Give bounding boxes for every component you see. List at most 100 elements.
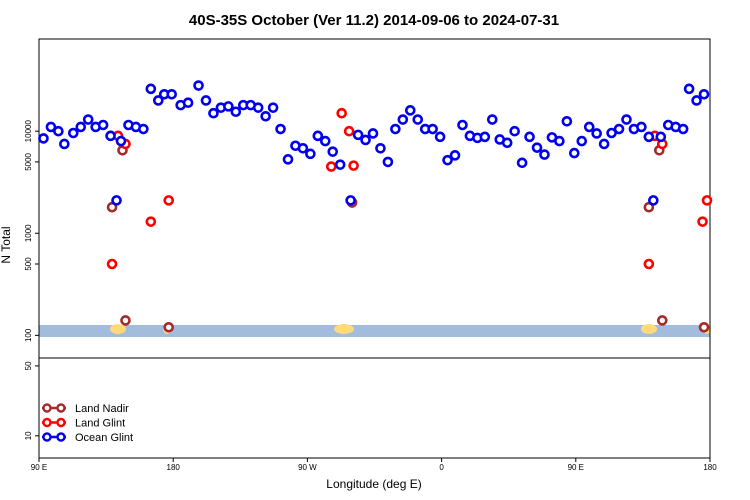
x-tick-label: 0: [439, 463, 444, 472]
ocean-glint-point: [569, 147, 580, 159]
x-tick-label: 90 W: [298, 463, 317, 472]
ocean-glint-point: [223, 101, 234, 112]
legend: Land Nadir Land Glint Ocean Glint: [42, 403, 133, 444]
ocean-glint-point: [539, 149, 550, 160]
ocean-glint-point: [200, 95, 212, 106]
ocean-glint-point: [252, 102, 264, 113]
ocean-glint-point: [382, 156, 394, 168]
land-nadir-point: [163, 321, 175, 333]
ocean-glint-point: [145, 83, 157, 95]
x-axis: 90 E 180 90 W 0 90 E 180: [31, 458, 717, 472]
south-america-land: [334, 324, 354, 334]
ocean-glint-point: [334, 159, 346, 170]
land-glint-point: [163, 195, 175, 206]
y-tick-label: 10: [24, 431, 33, 440]
ocean-glint-point: [53, 125, 64, 137]
y-tick-label: 100: [24, 328, 33, 342]
ocean-glint-point: [367, 128, 379, 139]
ocean-glint-point: [501, 137, 513, 149]
plot-frame-upper: [38, 38, 711, 359]
ocean-glint-point: [591, 128, 602, 139]
x-tick-label: 90 E: [568, 463, 584, 472]
ocean-glint-point: [59, 138, 70, 150]
ocean-glint-point: [260, 110, 271, 122]
ocean-glint-point: [297, 142, 309, 154]
ocean-glint-point: [182, 97, 194, 109]
land-glint-point: [325, 161, 337, 172]
ocean-glint-point: [648, 195, 659, 206]
y-axis: 100 500 1000 5000 10000 10 50: [24, 120, 39, 440]
ocean-glint-point: [360, 134, 371, 146]
ocean-glint-point: [516, 157, 528, 169]
ocean-glint-point: [509, 125, 520, 137]
land-glint-point: [643, 258, 655, 270]
ocean-glint-point: [449, 150, 461, 161]
ocean-glint-point: [479, 131, 491, 143]
ocean-glint-point: [434, 131, 446, 143]
land-glint-point: [336, 107, 347, 119]
ocean-glint-point: [598, 138, 610, 150]
ocean-glint-point: [524, 131, 535, 143]
ocean-glint-point: [691, 95, 702, 106]
x-tick-label: 180: [167, 463, 181, 472]
ocean-glint-point: [554, 135, 565, 147]
x-tick-label: 90 E: [31, 463, 47, 472]
legend-marker-land-nadir: [42, 403, 52, 413]
ocean-glint-point: [677, 123, 689, 135]
land-nadir-point: [120, 315, 131, 326]
ocean-glint-point: [138, 123, 149, 135]
ocean-glint-point: [636, 121, 647, 133]
australia-land: [641, 324, 657, 334]
ocean-glint-point: [345, 195, 356, 206]
ocean-glint-point: [193, 80, 204, 91]
ocean-glint-point: [45, 121, 57, 133]
legend-marker-land-glint: [56, 417, 66, 428]
legend-label-land-nadir: Land Nadir: [75, 403, 129, 415]
ocean-glint-point: [275, 123, 286, 135]
ocean-glint-point: [115, 135, 127, 147]
ocean-glint-point: [67, 127, 79, 139]
legend-label-ocean-glint: Ocean Glint: [75, 432, 133, 444]
data-points: [38, 80, 713, 333]
x-tick-label: 180: [703, 463, 717, 472]
ocean-glint-point: [404, 105, 416, 116]
ocean-glint-point: [267, 102, 279, 113]
ocean-glint-point: [352, 129, 364, 141]
ocean-glint-point: [643, 131, 655, 143]
land-nadir-point: [656, 315, 668, 326]
ocean-glint-point: [561, 115, 573, 127]
y-tick-label: 1000: [24, 224, 33, 242]
land-glint-point: [697, 216, 708, 227]
ocean-glint-point: [152, 95, 164, 106]
ocean-glint-point: [486, 114, 498, 125]
y-tick-label: 50: [24, 361, 33, 370]
ocean-glint-point: [208, 107, 219, 119]
y-tick-label: 500: [24, 257, 33, 271]
ocean-glint-point: [230, 106, 242, 118]
ocean-glint-point: [655, 131, 667, 143]
ocean-glint-point: [531, 142, 543, 153]
y-tick-label: 10000: [24, 120, 33, 143]
ocean-glint-point: [683, 83, 695, 95]
ocean-band: [39, 325, 710, 337]
ocean-glint-point: [82, 114, 94, 125]
ocean-glint-point: [397, 114, 409, 125]
ocean-glint-point: [576, 135, 588, 147]
ocean-glint-point: [38, 133, 49, 144]
ocean-glint-point: [375, 142, 386, 154]
ocean-glint-point: [442, 154, 453, 166]
ocean-glint-point: [698, 88, 710, 100]
ocean-glint-point: [412, 114, 424, 125]
ocean-glint-point: [327, 146, 339, 157]
x-axis-label: Longitude (deg E): [326, 477, 421, 491]
ocean-glint-point: [282, 154, 294, 165]
land-glint-point: [701, 195, 713, 206]
ocean-glint-point: [457, 119, 468, 131]
plot-frame-lower: [38, 357, 711, 459]
land-glint-point: [348, 160, 359, 171]
y-axis-label: N Total: [0, 226, 13, 263]
ocean-glint-point: [75, 121, 87, 133]
ocean-glint-point: [305, 148, 316, 160]
australia-land: [110, 324, 126, 334]
